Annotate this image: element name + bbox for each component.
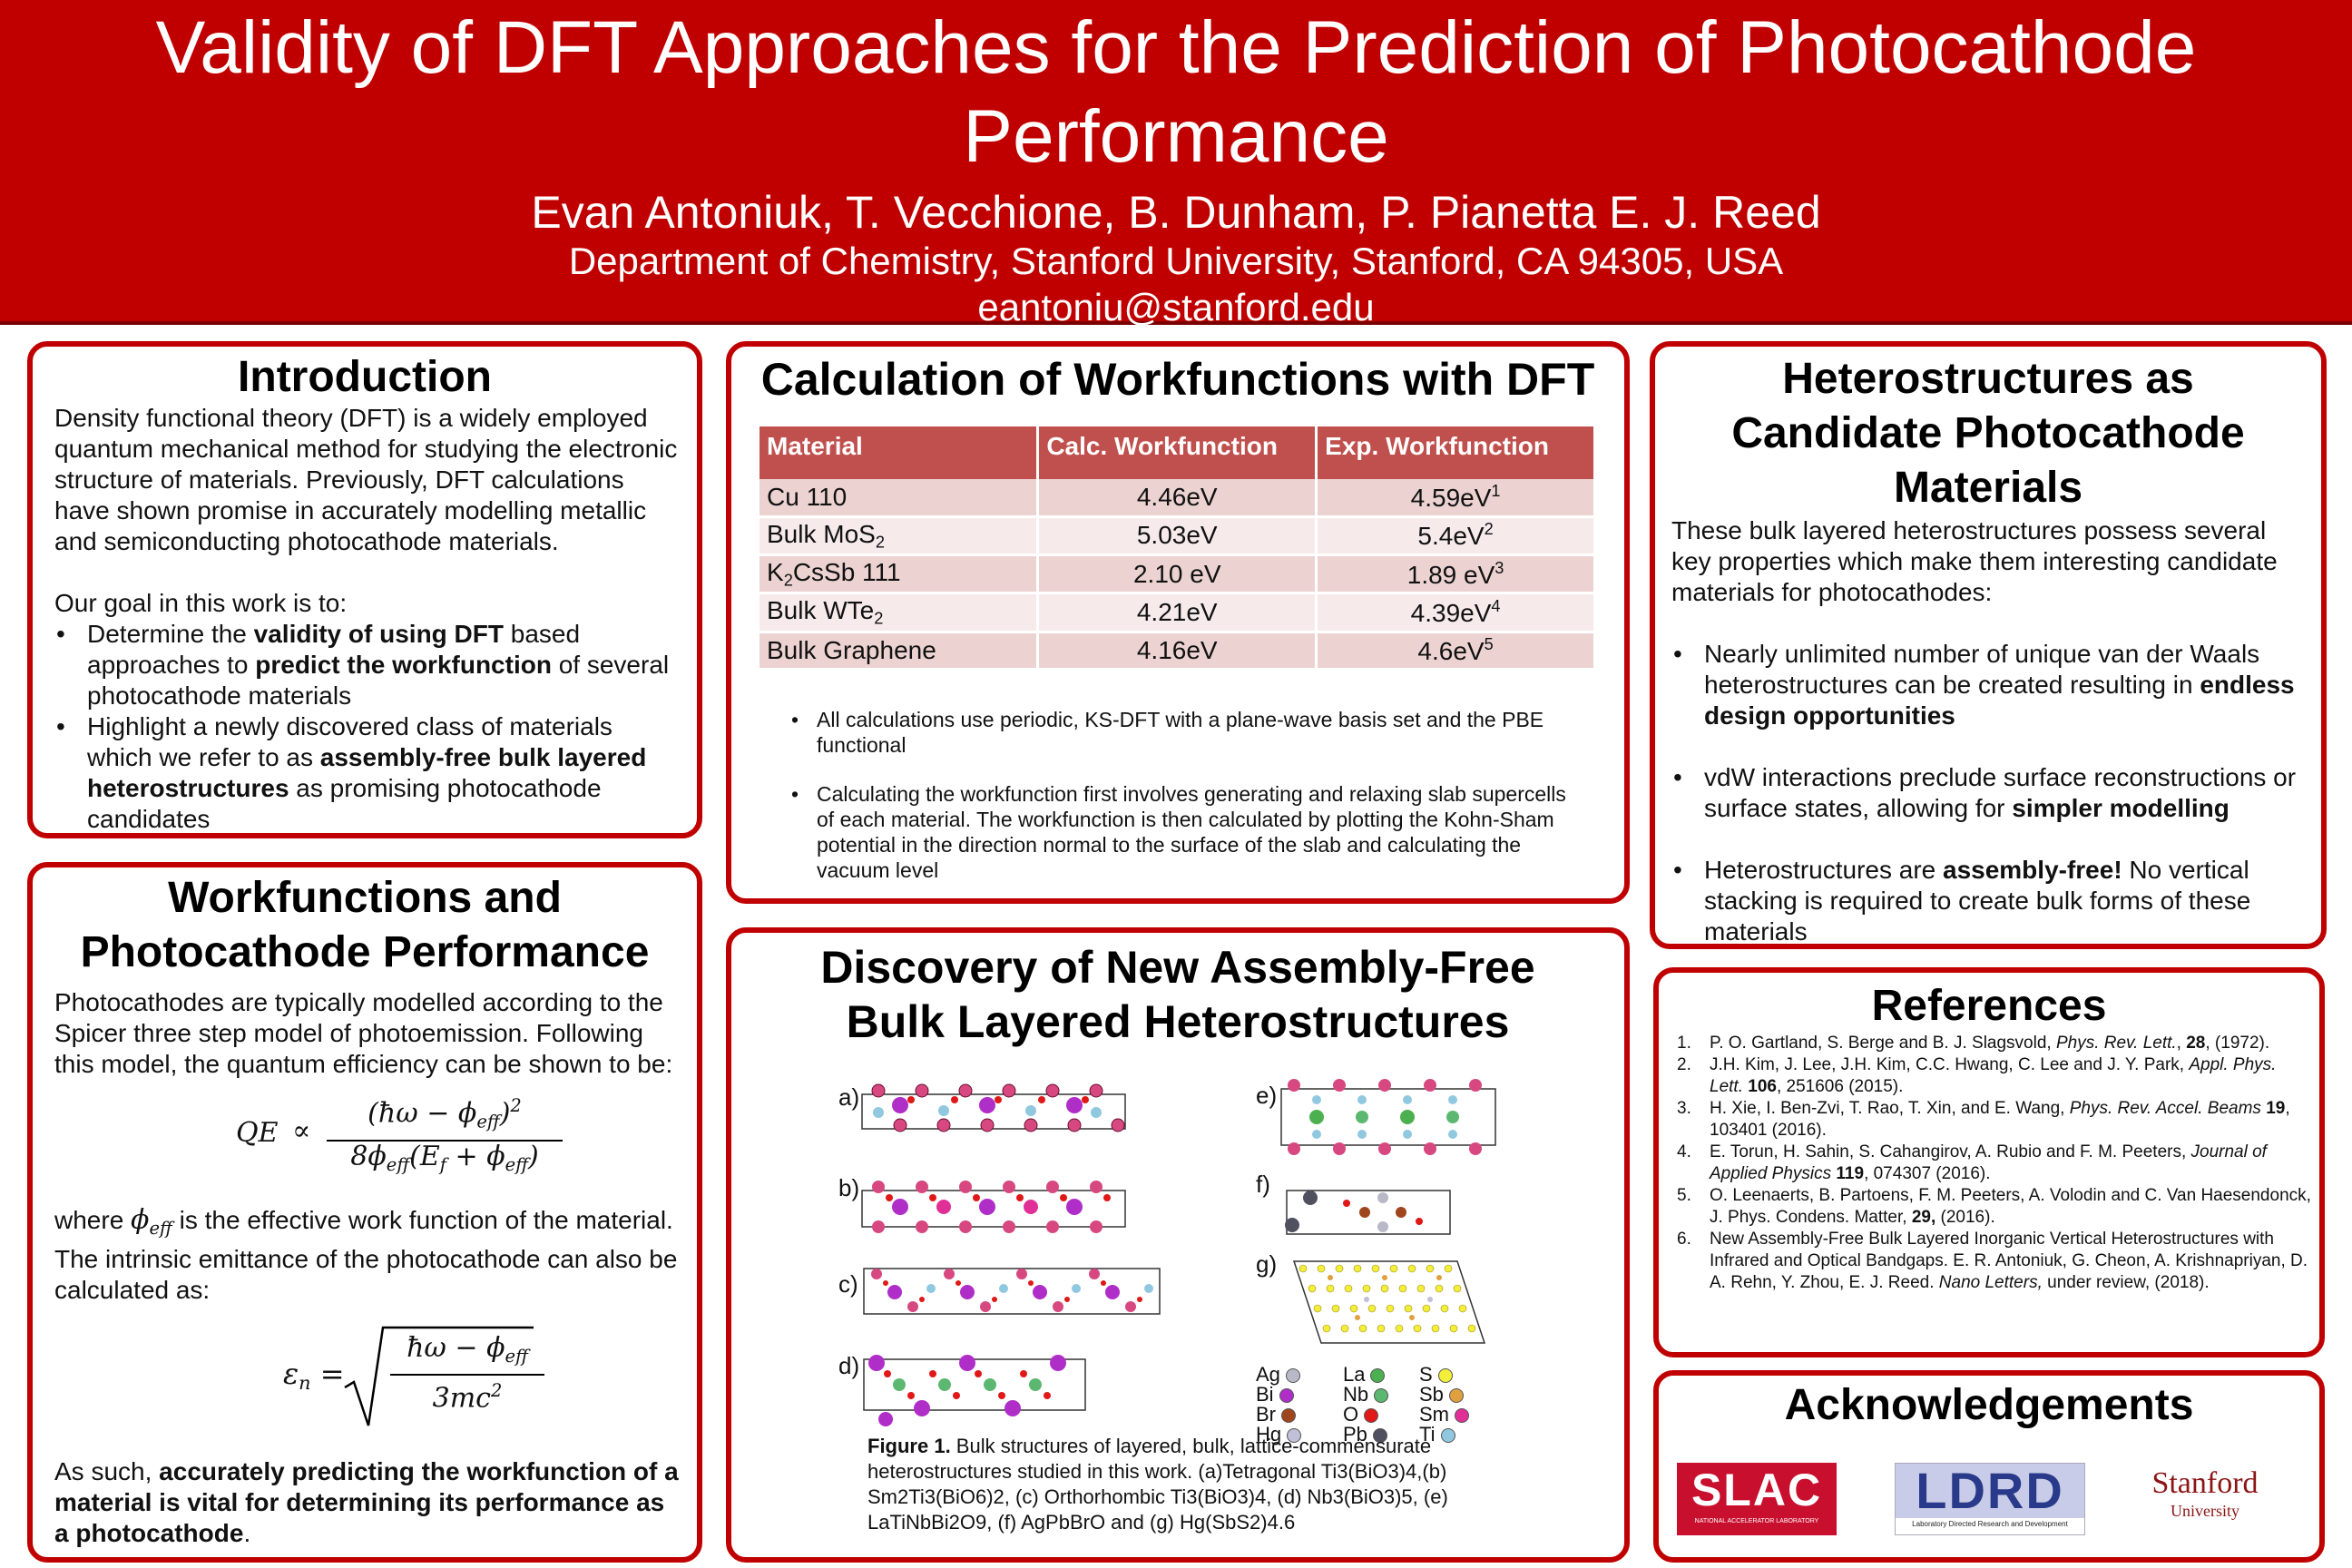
label-g: g)	[1256, 1250, 1278, 1278]
slac-logo: SLAC NATIONAL ACCELERATOR LABORATORY	[1677, 1463, 1837, 1535]
intro-bullet-1: Determine the validity of using DFT base…	[54, 619, 679, 711]
calc-bullet-1: All calculations use periodic, KS-DFT wi…	[789, 707, 1588, 758]
workfunctions-title: Workfunctions and Photocathode Performanc…	[80, 874, 650, 976]
structure-d	[863, 1355, 1086, 1426]
authors: Evan Antoniuk, T. Vecchione, B. Dunham, …	[531, 187, 1821, 238]
emittance-paragraph: The intrinsic emittance of the photocath…	[54, 1244, 678, 1304]
discovery-panel: Discovery of New Assembly-Free Bulk Layer…	[726, 927, 1630, 1563]
reference-item: 3. H. Xie, I. Ben-Zvi, T. Rao, T. Xin, an…	[1677, 1099, 2290, 1140]
calculation-title: Calculation of Workfunctions with DFT	[760, 354, 1595, 405]
structure-b	[861, 1181, 1126, 1233]
table-header-row: Material Calc. Workfunction Exp. Workfun…	[760, 426, 1596, 479]
workfunction-conclusion: As such, accurately predicting the workf…	[54, 1456, 679, 1547]
hetero-paragraph: These bulk layered heterostructures poss…	[1671, 516, 2278, 606]
hetero-bullet-2: vdW interactions preclude surface recons…	[1671, 762, 2303, 824]
hetero-bullet-3: Heterostructures are assembly-free! No v…	[1671, 855, 2303, 944]
calculation-panel: Calculation of Workfunctions with DFT Ma…	[726, 341, 1630, 904]
table-row: Bulk Graphene 4.16eV 4.6eV5	[760, 632, 1596, 671]
references-title: References	[1871, 982, 2107, 1030]
reference-item: 2. J.H. Kim, J. Lee, J.H. Kim, C.C. Hwang…	[1677, 1055, 2277, 1096]
introduction-title: Introduction	[238, 353, 492, 401]
table-row: Cu 110 4.46eV 4.59eV1	[760, 479, 1596, 518]
reference-item: 1. P. O. Gartland, S. Berge and B. J. Sla…	[1677, 1034, 2270, 1053]
references-list: 1. P. O. Gartland, S. Berge and B. J. Sla…	[1659, 1033, 2319, 1294]
structure-g	[1292, 1260, 1486, 1344]
label-d: d)	[838, 1352, 860, 1379]
poster-header: Validity of DFT Approaches for the Predi…	[0, 0, 2352, 328]
heterostructures-panel: Heterostructures as Candidate Photocathod…	[1650, 341, 2327, 949]
header-calc: Calc. Workfunction	[1037, 426, 1318, 479]
phi-definition: where ϕeff is the effective work functio…	[54, 1204, 673, 1239]
reference-item: 6. New Assembly-Free Bulk Layered Inorgan…	[1677, 1230, 2308, 1292]
emittance-equation: εn = ħω − ϕeff 3mc2	[54, 1318, 681, 1436]
reference-item: 5. O. Leenaerts, B. Partoens, F. M. Peete…	[1677, 1186, 2311, 1227]
workfunctions-panel: Workfunctions and Photocathode Performanc…	[27, 862, 702, 1563]
hetero-bullet-1: Nearly unlimited number of unique van de…	[1671, 639, 2303, 731]
label-e: e)	[1256, 1082, 1278, 1109]
header-exp: Exp. Workfunction	[1316, 426, 1596, 479]
table-row: Bulk WTe2 4.21eV 4.39eV4	[760, 593, 1596, 633]
figure-caption: Figure 1. Bulk structures of layered, bu…	[867, 1435, 1448, 1534]
heterostructures-title: Heterostructures as Candidate Photocathod…	[1731, 355, 2245, 512]
label-b: b)	[838, 1174, 860, 1201]
label-f: f)	[1256, 1171, 1270, 1198]
structure-f	[1285, 1190, 1451, 1235]
poster-title: Validity of DFT Approaches for the Predi…	[155, 6, 2197, 178]
reference-item: 4. E. Torun, H. Sahin, S. Cahangirov, A. …	[1677, 1142, 2267, 1183]
discovery-title: Discovery of New Assembly-Free Bulk Layer…	[820, 942, 1535, 1047]
label-c: c)	[838, 1270, 858, 1298]
email: eantoniu@stanford.edu	[977, 286, 1375, 328]
ldrd-logo: LDRD Laboratory Directed Research and De…	[1895, 1463, 2085, 1535]
header-material: Material	[760, 426, 1040, 479]
spicer-paragraph: Photocathodes are typically modelled acc…	[54, 988, 673, 1078]
table-row: K2CsSb 111 2.10 eV 1.89 eV3	[760, 554, 1596, 595]
acknowledgements-title: Acknowledgements	[1784, 1381, 2194, 1429]
intro-bullet-2: Highlight a newly discovered class of ma…	[54, 711, 679, 833]
acknowledgements-panel: Acknowledgements SLAC NATIONAL ACCELERAT…	[1653, 1370, 2325, 1563]
qe-equation: QE ∝ (ħω − ϕeff)2 8ϕeff(Ef + ϕeff)	[54, 1091, 681, 1181]
introduction-panel: Introduction Density functional theory (…	[27, 341, 702, 838]
department: Department of Chemistry, Stanford Univer…	[568, 240, 1784, 282]
element-legend: Ag La S Bi Nb Sb Br O Sm Hg Pb Ti	[1256, 1363, 1519, 1446]
structure-a	[861, 1083, 1126, 1132]
structure-c	[863, 1268, 1161, 1315]
structure-e	[1280, 1079, 1496, 1155]
workfunction-table: Material Calc. Workfunction Exp. Workfun…	[760, 426, 1596, 671]
table-row: Bulk MoS2 5.03eV 5.4eV2	[760, 516, 1596, 556]
calc-bullet-2: Calculating the workfunction first invol…	[789, 781, 1588, 883]
references-panel: References 1. P. O. Gartland, S. Berge an…	[1653, 967, 2325, 1357]
structures-figure: a) b) c) d) e) f) g)	[731, 1060, 1624, 1446]
intro-goal: Our goal in this work is to:	[54, 589, 348, 617]
stanford-logo: Stanford University	[2151, 1466, 2259, 1520]
label-a: a)	[838, 1083, 860, 1111]
intro-paragraph: Density functional theory (DFT) is a wid…	[54, 404, 678, 555]
